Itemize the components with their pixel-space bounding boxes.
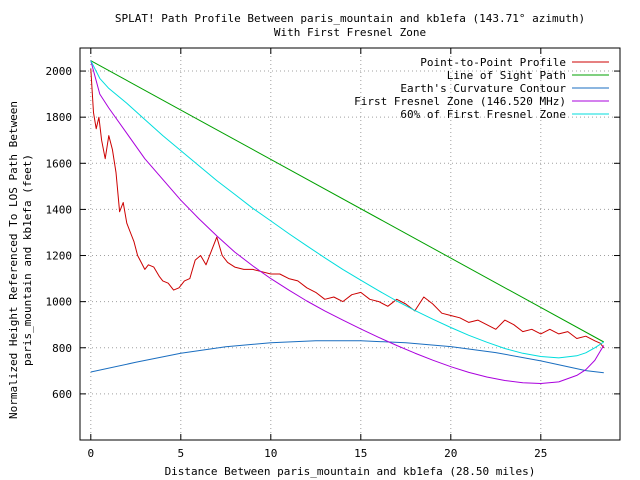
y-tick-label: 1800 — [46, 111, 73, 124]
legend-label-1: Line of Sight Path — [447, 69, 566, 82]
series-line-2 — [90, 340, 604, 374]
series-lines — [90, 60, 605, 384]
axis-ticks: 600 800 1000 1200 1400 1600 1800 2000 0 5 10 15 20 25 — [46, 48, 620, 460]
x-tick-label: 25 — [534, 447, 547, 460]
series-line-3 — [90, 60, 605, 384]
y-tick-label: 1600 — [46, 157, 73, 170]
x-axis-label: Distance Between paris_mountain and kb1e… — [165, 465, 536, 478]
x-tick-label: 10 — [264, 447, 277, 460]
legend-label-0: Point-to-Point Profile — [420, 56, 566, 69]
legend-label-4: 60% of First Fresnel Zone — [400, 108, 566, 121]
grid-lines — [80, 48, 620, 440]
y-axis-label-line1: Normalized Height Referenced To LOS Path… — [7, 101, 20, 419]
legend-label-2: Earth's Curvature Contour — [400, 82, 566, 95]
series-line-4 — [90, 60, 605, 359]
y-tick-label: 800 — [52, 342, 72, 355]
x-tick-label: 20 — [444, 447, 457, 460]
y-tick-label: 2000 — [46, 65, 73, 78]
x-tick-label: 5 — [177, 447, 184, 460]
legend-label-3: First Fresnel Zone (146.520 MHz) — [354, 95, 566, 108]
x-tick-label: 15 — [354, 447, 367, 460]
chart-subtitle: With First Fresnel Zone — [274, 26, 426, 39]
chart-title: SPLAT! Path Profile Between paris_mounta… — [115, 12, 585, 25]
y-tick-label: 1200 — [46, 250, 73, 263]
y-tick-label: 600 — [52, 388, 72, 401]
series-line-1 — [90, 60, 605, 343]
series-line-0 — [90, 68, 605, 349]
x-tick-label: 0 — [87, 447, 94, 460]
y-axis-label-line2: paris_mountain and kb1efa (feet) — [21, 154, 34, 366]
y-tick-label: 1000 — [46, 296, 73, 309]
plot-frame — [79, 47, 621, 441]
y-tick-label: 1400 — [46, 203, 73, 216]
